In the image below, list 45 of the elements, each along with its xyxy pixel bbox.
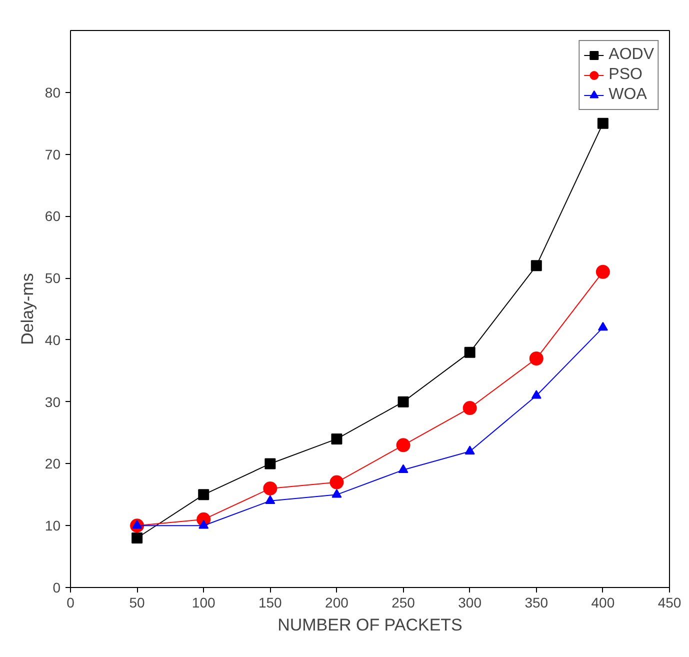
point xyxy=(596,264,610,279)
y-tick-label: 10 xyxy=(44,518,61,534)
point xyxy=(132,532,143,544)
point xyxy=(396,438,410,452)
point xyxy=(263,481,278,496)
x-tick-label: 400 xyxy=(591,594,615,610)
x-tick-label: 200 xyxy=(325,594,349,610)
point xyxy=(530,260,542,272)
y-tick-label: 60 xyxy=(44,208,61,224)
x-tick-label: 350 xyxy=(524,594,548,610)
y-axis-title: Delay-ms xyxy=(18,273,37,345)
point xyxy=(464,346,476,358)
y-tick-label: 50 xyxy=(44,270,61,286)
point xyxy=(597,118,608,129)
point xyxy=(330,475,344,490)
legend-label: WOA xyxy=(608,86,647,104)
x-tick-label: 50 xyxy=(129,594,146,610)
y-tick-label: 70 xyxy=(44,146,61,162)
x-tick-label: 300 xyxy=(458,594,482,610)
point xyxy=(331,433,342,444)
x-tick-label: 0 xyxy=(66,594,75,610)
y-tick-label: 0 xyxy=(52,580,61,596)
point xyxy=(198,489,210,500)
point xyxy=(264,458,276,470)
y-tick-label: 40 xyxy=(44,332,61,348)
y-tick-label: 80 xyxy=(44,84,61,100)
point xyxy=(598,322,608,331)
legend-label: PSO xyxy=(608,66,642,84)
point xyxy=(265,495,276,504)
point xyxy=(529,352,544,366)
point xyxy=(464,446,475,454)
x-axis-title: NUMBER OF PACKETS xyxy=(278,616,462,634)
legend-label: AODV xyxy=(608,46,654,64)
x-tick-label: 100 xyxy=(192,594,216,610)
y-tick-label: 30 xyxy=(44,394,61,410)
point xyxy=(332,488,342,498)
x-tick-label: 450 xyxy=(658,594,682,610)
x-tick-label: 150 xyxy=(258,594,282,610)
point xyxy=(531,390,542,399)
point xyxy=(198,520,209,529)
point xyxy=(398,396,409,408)
point xyxy=(462,401,477,416)
x-tick-label: 250 xyxy=(392,594,416,610)
point xyxy=(398,464,408,474)
y-tick-label: 20 xyxy=(44,456,61,472)
